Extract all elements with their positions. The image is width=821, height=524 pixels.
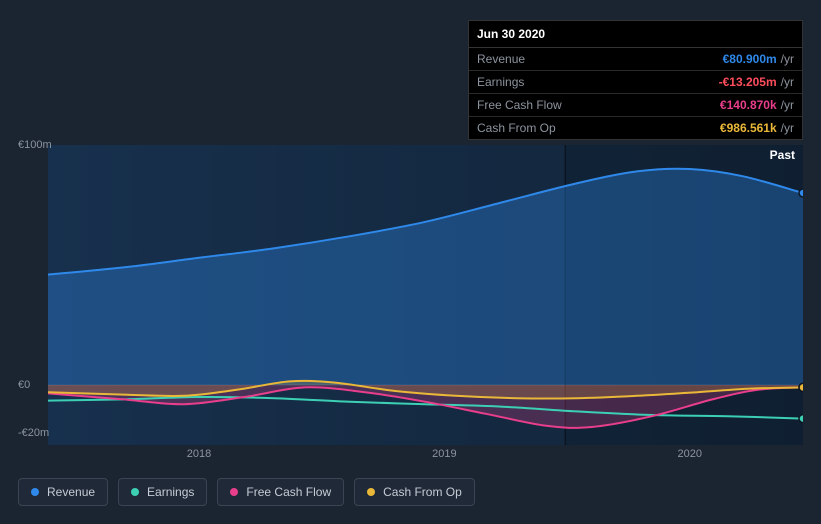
- tooltip-metric-value: €80.900m: [723, 52, 777, 66]
- tooltip-metric-label: Free Cash Flow: [477, 98, 720, 112]
- tooltip-metric-value: -€13.205m: [719, 75, 777, 89]
- tooltip-metric-label: Revenue: [477, 52, 723, 66]
- tooltip-metric-label: Earnings: [477, 75, 719, 89]
- legend-label: Earnings: [147, 485, 194, 499]
- legend-item[interactable]: Free Cash Flow: [217, 478, 344, 506]
- legend-color-dot: [31, 488, 39, 496]
- tooltip-metric-unit: /yr: [781, 75, 794, 89]
- legend-item[interactable]: Revenue: [18, 478, 108, 506]
- past-label: Past: [770, 148, 795, 162]
- y-axis-tick-label: -€20m: [18, 427, 49, 439]
- y-axis-tick-label: €0: [18, 379, 30, 391]
- series-end-marker: [799, 189, 803, 197]
- tooltip-row: Revenue€80.900m/yr: [469, 48, 802, 71]
- tooltip-metric-value: €986.561k: [720, 121, 777, 135]
- tooltip-metric-unit: /yr: [781, 121, 794, 135]
- tooltip-date: Jun 30 2020: [469, 21, 802, 48]
- chart-container: Jun 30 2020 Revenue€80.900m/yrEarnings-€…: [18, 0, 803, 524]
- legend-label: Free Cash Flow: [246, 485, 331, 499]
- tooltip-row: Earnings-€13.205m/yr: [469, 71, 802, 94]
- legend-label: Revenue: [47, 485, 95, 499]
- legend-color-dot: [230, 488, 238, 496]
- chart-legend: Revenue Earnings Free Cash Flow Cash From O…: [18, 478, 475, 506]
- tooltip-metric-unit: /yr: [781, 98, 794, 112]
- tooltip-metric-unit: /yr: [781, 52, 794, 66]
- legend-color-dot: [131, 488, 139, 496]
- x-axis-tick-label: 2018: [187, 448, 211, 460]
- x-axis-tick-label: 2019: [432, 448, 456, 460]
- legend-label: Cash From Op: [383, 485, 462, 499]
- chart-tooltip: Jun 30 2020 Revenue€80.900m/yrEarnings-€…: [468, 20, 803, 140]
- x-axis-tick-label: 2020: [678, 448, 702, 460]
- chart-plot[interactable]: [48, 145, 803, 445]
- legend-item[interactable]: Earnings: [118, 478, 207, 506]
- tooltip-row: Cash From Op€986.561k/yr: [469, 117, 802, 139]
- series-end-marker: [799, 415, 803, 423]
- tooltip-metric-label: Cash From Op: [477, 121, 720, 135]
- tooltip-metric-value: €140.870k: [720, 98, 777, 112]
- series-end-marker: [799, 383, 803, 391]
- legend-item[interactable]: Cash From Op: [354, 478, 475, 506]
- y-axis-tick-label: €100m: [18, 139, 52, 151]
- legend-color-dot: [367, 488, 375, 496]
- tooltip-row: Free Cash Flow€140.870k/yr: [469, 94, 802, 117]
